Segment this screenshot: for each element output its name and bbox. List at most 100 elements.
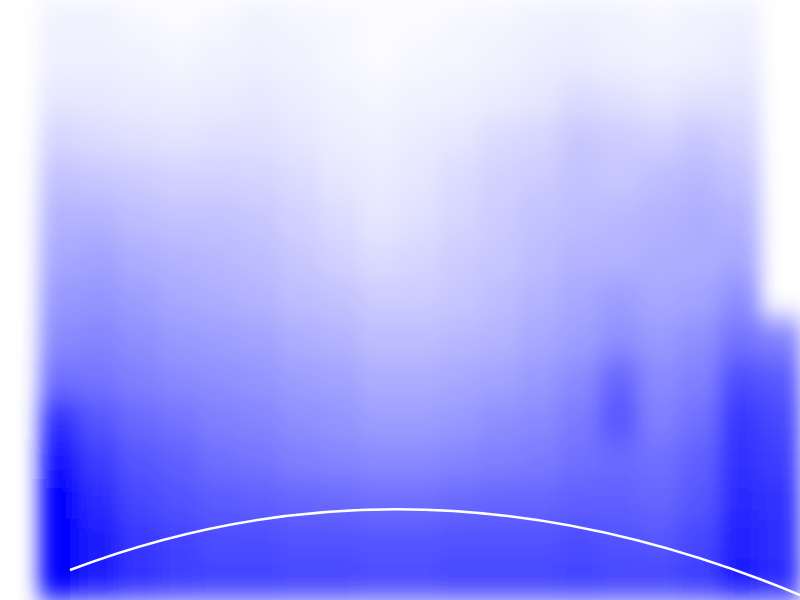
heatmap-cell — [319, 0, 361, 41]
heatmap-cell — [159, 0, 201, 41]
heatmap-cell — [439, 239, 481, 281]
heatmap-cell — [399, 239, 441, 281]
chart-container — [0, 0, 800, 600]
heatmap-cell — [159, 439, 201, 481]
heatmap-cell — [359, 199, 401, 241]
heatmap-cell — [399, 279, 441, 321]
heatmap-cell — [719, 279, 761, 321]
heatmap-cell — [199, 39, 241, 81]
heatmap-cell — [599, 159, 641, 201]
heatmap-cell — [159, 119, 201, 161]
heatmap-cell — [39, 519, 81, 561]
heatmap-cell — [199, 359, 241, 401]
heatmap-cell — [559, 319, 601, 361]
heatmap-cell — [239, 199, 281, 241]
heatmap-cell — [719, 519, 761, 561]
heatmap-cell — [599, 199, 641, 241]
heatmap-cell — [639, 319, 681, 361]
heatmap-cell — [439, 519, 481, 561]
heatmap-cell — [679, 399, 721, 441]
heatmap-cell — [39, 399, 81, 441]
heatmap-cell — [759, 319, 800, 361]
heatmap-cell — [199, 79, 241, 121]
heatmap-cell — [399, 399, 441, 441]
heatmap-cell — [759, 359, 800, 401]
heatmap-cell — [639, 479, 681, 521]
heatmap-cell — [439, 319, 481, 361]
heatmap-cell — [519, 119, 561, 161]
heatmap-cell — [519, 399, 561, 441]
heatmap-cell — [319, 199, 361, 241]
heatmap-cell — [239, 0, 281, 41]
heatmap-cell — [199, 119, 241, 161]
heatmap-cell — [279, 519, 321, 561]
heatmap-cell — [119, 39, 161, 81]
heatmap-cell — [439, 559, 481, 600]
heatmap-cell — [79, 239, 121, 281]
plot-area — [39, 0, 800, 600]
heatmap-cell — [39, 39, 81, 81]
heatmap-cell — [679, 159, 721, 201]
heatmap-cell — [279, 439, 321, 481]
heatmap-cell — [79, 439, 121, 481]
heatmap-cell — [479, 39, 521, 81]
heatmap-cell — [719, 359, 761, 401]
heatmap-cell — [439, 439, 481, 481]
heatmap-cell — [399, 439, 441, 481]
heatmap-cell — [399, 119, 441, 161]
heatmap-cell — [479, 0, 521, 41]
heatmap-cell — [599, 79, 641, 121]
heatmap-cell — [39, 79, 81, 121]
heatmap-cell — [719, 439, 761, 481]
heatmap-cell — [679, 479, 721, 521]
heatmap-cell — [199, 479, 241, 521]
heatmap-cell — [479, 119, 521, 161]
heatmap-cell — [399, 319, 441, 361]
horizon-arc — [70, 509, 800, 595]
heatmap-cell — [639, 119, 681, 161]
heatmap-cell — [119, 319, 161, 361]
heatmap-cell — [39, 159, 81, 201]
heatmap-cell — [559, 239, 601, 281]
heatmap-cell — [479, 559, 521, 600]
heatmap-cell — [79, 479, 121, 521]
heatmap-cell — [159, 399, 201, 441]
heatmap-cell — [519, 479, 561, 521]
heatmap-cell — [79, 319, 121, 361]
heatmap-cell — [679, 559, 721, 600]
heatmap-cell — [119, 479, 161, 521]
heatmap-cell — [119, 559, 161, 600]
heatmap-cell — [359, 79, 401, 121]
heatmap-cell — [679, 319, 721, 361]
heatmap-cell — [719, 39, 761, 81]
heatmap-cell — [759, 399, 800, 441]
heatmap-cell — [639, 199, 681, 241]
heatmap-cell — [279, 359, 321, 401]
heatmap-cell — [399, 479, 441, 521]
heatmap-cell — [239, 239, 281, 281]
heatmap-cell — [359, 319, 401, 361]
heatmap-cell — [639, 79, 681, 121]
heatmap-cell — [519, 279, 561, 321]
heatmap-cell — [599, 439, 641, 481]
heatmap-cell — [239, 519, 281, 561]
heatmap-cell — [439, 199, 481, 241]
heatmap-cell — [719, 319, 761, 361]
heatmap-cell — [199, 199, 241, 241]
heatmap-cell — [39, 479, 81, 521]
heatmap-cell — [239, 399, 281, 441]
heatmap-cell — [759, 439, 800, 481]
heatmap-cell — [479, 399, 521, 441]
heatmap-cell — [559, 199, 601, 241]
heatmap-cell — [199, 239, 241, 281]
heatmap-cell — [279, 559, 321, 600]
heatmap-cell — [719, 0, 761, 41]
heatmap-cell — [399, 0, 441, 41]
heatmap-cell — [239, 79, 281, 121]
heatmap-cell — [319, 359, 361, 401]
heatmap-cell — [159, 479, 201, 521]
heatmap-cell — [119, 439, 161, 481]
heatmap-cell — [39, 319, 81, 361]
heatmap-cell — [359, 559, 401, 600]
heatmap-cell — [559, 559, 601, 600]
